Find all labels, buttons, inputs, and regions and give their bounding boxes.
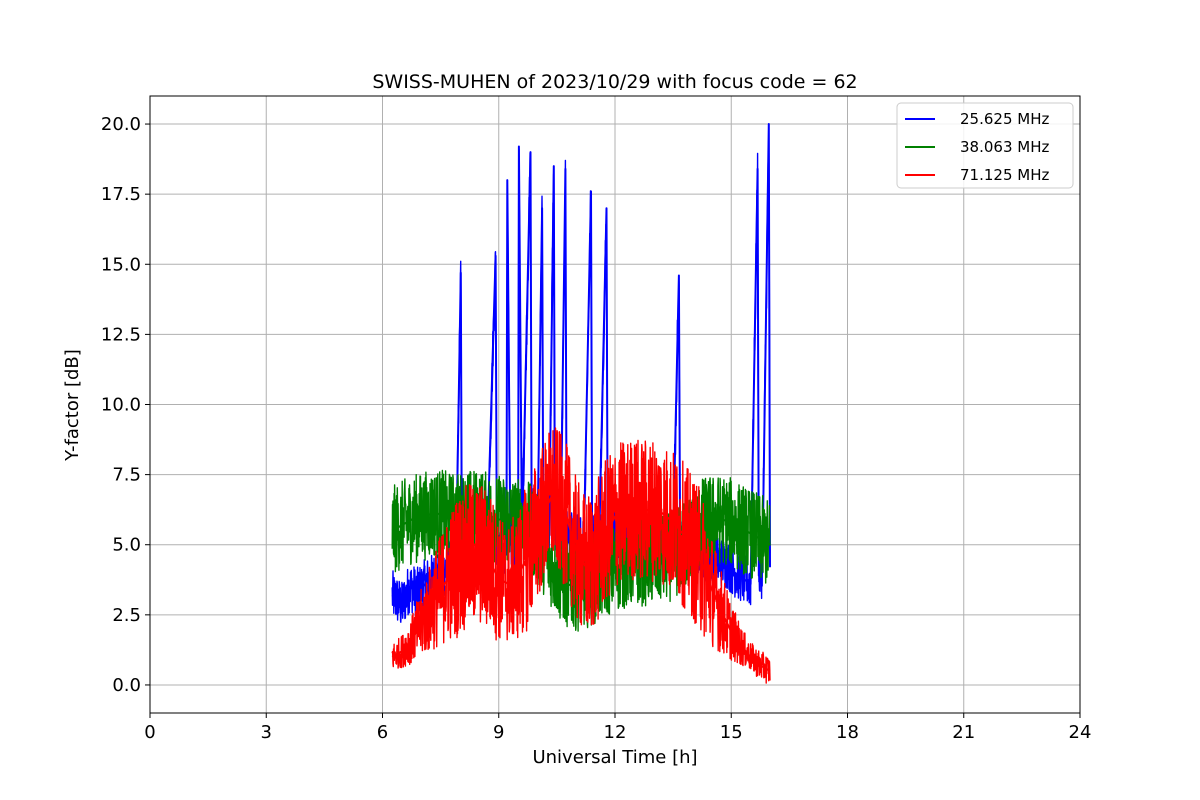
x-axis-title: Universal Time [h] <box>532 747 697 768</box>
x-tick-label: 12 <box>604 722 627 743</box>
y-axis-title: Y-factor [dB] <box>62 349 83 462</box>
x-tick-label: 18 <box>836 722 859 743</box>
y-tick-label: 15.0 <box>101 254 141 275</box>
legend-entry-label: 71.125 MHz <box>960 166 1049 184</box>
legend-entry-label: 25.625 MHz <box>960 110 1049 128</box>
x-tick-label: 15 <box>720 722 743 743</box>
series-line <box>391 493 771 672</box>
y-tick-label: 7.5 <box>112 465 141 486</box>
x-tick-label: 9 <box>493 722 504 743</box>
y-tick-label: 17.5 <box>101 184 141 205</box>
y-tick-label: 20.0 <box>101 114 141 135</box>
x-tick-label: 24 <box>1069 722 1092 743</box>
x-tick-label: 3 <box>261 722 272 743</box>
x-tick-label: 21 <box>952 722 975 743</box>
y-tick-label: 0.0 <box>112 675 141 696</box>
x-tick-label: 6 <box>377 722 388 743</box>
y-tick-label: 10.0 <box>101 395 141 416</box>
x-tick-label: 0 <box>144 722 155 743</box>
legend: 25.625 MHz 38.063 MHz 71.125 MHz <box>896 102 1074 189</box>
legend-entry-label: 38.063 MHz <box>960 138 1049 156</box>
y-tick-label: 12.5 <box>101 324 141 345</box>
y-tick-label: 5.0 <box>112 535 141 556</box>
y-tick-label: 2.5 <box>112 605 141 626</box>
series-layer <box>391 123 771 684</box>
series-noise-band <box>391 427 771 684</box>
axis-ticks: 0 3 6 9 12 15 18 21 24 0.0 2.5 5.0 7.5 10.0 12.5 15.0 17… <box>101 114 1092 743</box>
chart-title: SWISS-MUHEN of 2023/10/29 with focus cod… <box>372 71 857 93</box>
legend-box <box>896 102 1074 189</box>
